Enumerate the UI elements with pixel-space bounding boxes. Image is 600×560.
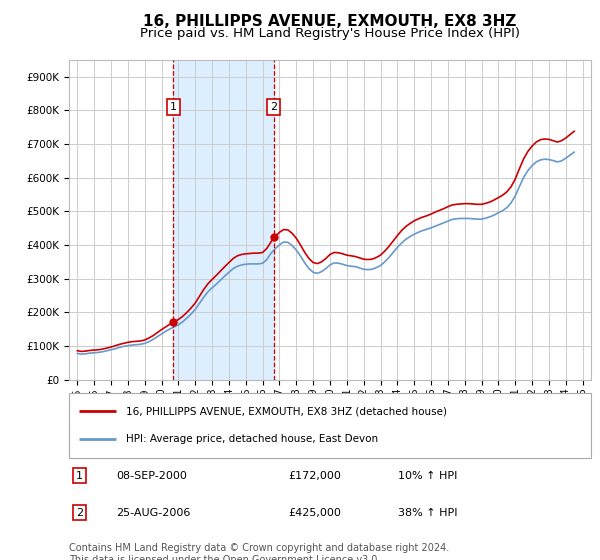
Text: HPI: Average price, detached house, East Devon: HPI: Average price, detached house, East… (127, 435, 379, 445)
Text: 16, PHILLIPPS AVENUE, EXMOUTH, EX8 3HZ: 16, PHILLIPPS AVENUE, EXMOUTH, EX8 3HZ (143, 14, 517, 29)
Text: 2: 2 (76, 507, 83, 517)
Text: 16, PHILLIPPS AVENUE, EXMOUTH, EX8 3HZ (detached house): 16, PHILLIPPS AVENUE, EXMOUTH, EX8 3HZ (… (127, 406, 448, 416)
Text: Contains HM Land Registry data © Crown copyright and database right 2024.
This d: Contains HM Land Registry data © Crown c… (69, 543, 449, 560)
Text: Price paid vs. HM Land Registry's House Price Index (HPI): Price paid vs. HM Land Registry's House … (140, 27, 520, 40)
Text: 25-AUG-2006: 25-AUG-2006 (116, 507, 190, 517)
Text: 1: 1 (170, 102, 177, 112)
FancyBboxPatch shape (69, 393, 591, 458)
Bar (173, 60, 274, 380)
Text: 38% ↑ HPI: 38% ↑ HPI (398, 507, 457, 517)
Text: 2: 2 (270, 102, 277, 112)
Text: 1: 1 (76, 470, 83, 480)
Text: 08-SEP-2000: 08-SEP-2000 (116, 470, 187, 480)
Text: £172,000: £172,000 (288, 470, 341, 480)
Text: £425,000: £425,000 (288, 507, 341, 517)
Text: 10% ↑ HPI: 10% ↑ HPI (398, 470, 457, 480)
